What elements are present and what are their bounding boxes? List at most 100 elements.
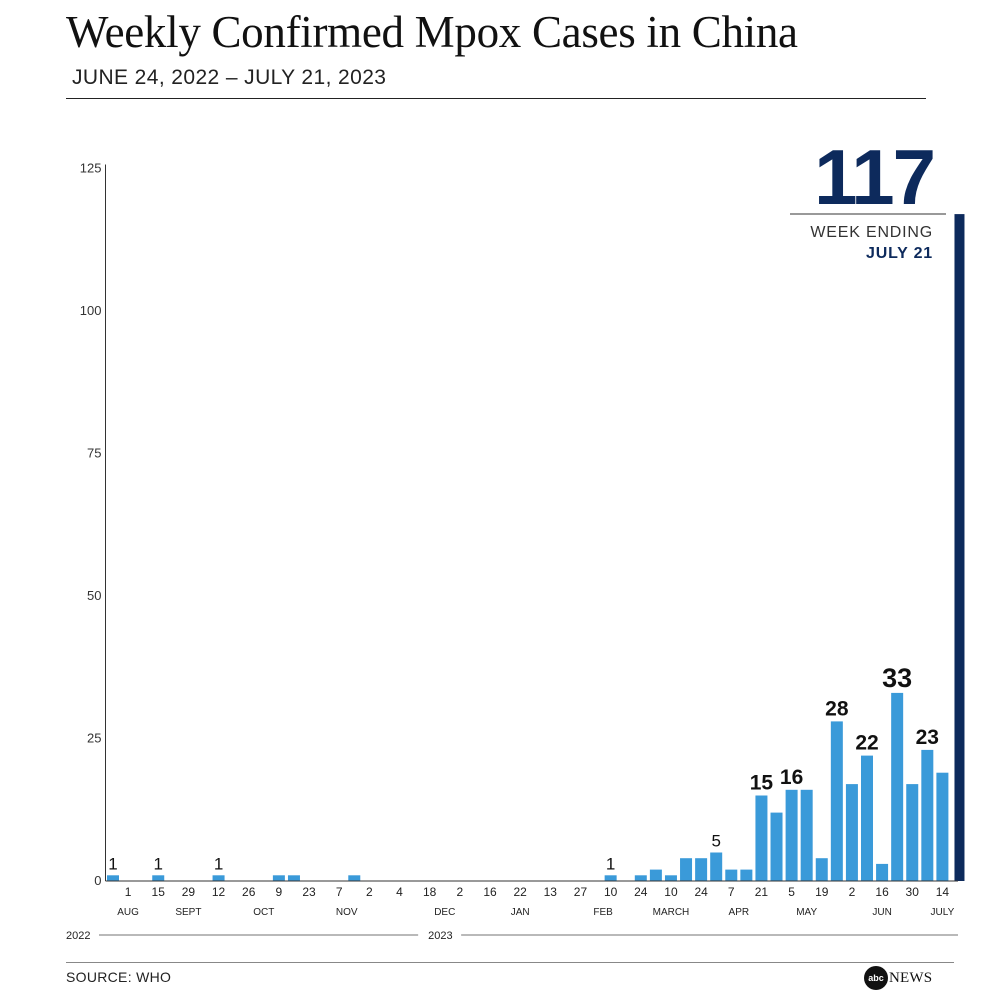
month-label: JAN	[511, 907, 530, 918]
value-label: 1	[214, 854, 223, 873]
value-label: 1	[108, 854, 117, 873]
x-tick-label: 18	[423, 885, 437, 899]
abc-news-logo: abc NEWS	[864, 966, 932, 990]
bar	[604, 875, 617, 881]
x-tick-label: 7	[728, 885, 735, 899]
x-tick-label: 19	[815, 885, 829, 899]
bar	[710, 852, 723, 881]
y-tick-label: 75	[87, 446, 101, 461]
month-label: OCT	[253, 907, 274, 918]
x-tick-label: 23	[302, 885, 316, 899]
x-tick-label: 14	[936, 885, 950, 899]
x-tick-label: 1	[125, 885, 132, 899]
source-note: SOURCE: WHO	[66, 969, 172, 985]
bar	[861, 755, 873, 881]
bar	[921, 749, 934, 881]
x-tick-label: 7	[336, 885, 343, 899]
bar	[634, 875, 647, 881]
month-label: FEB	[593, 907, 613, 918]
bar	[954, 214, 965, 882]
x-tick-label: 10	[664, 885, 678, 899]
month-label: MARCH	[653, 907, 690, 918]
value-label: 15	[750, 772, 774, 795]
bar	[287, 875, 300, 881]
x-tick-label: 10	[604, 885, 618, 899]
year-label: 2023	[428, 930, 452, 942]
x-tick-label: 5	[788, 885, 795, 899]
month-label: AUG	[117, 907, 139, 918]
x-tick-label: 26	[242, 885, 256, 899]
callout-date: JULY 21	[866, 245, 933, 262]
value-label: 28	[825, 697, 849, 720]
x-tick-label: 9	[276, 885, 283, 899]
bar	[770, 812, 783, 881]
month-label: JUN	[872, 907, 891, 918]
x-tick-label: 2	[366, 885, 373, 899]
bar	[815, 858, 828, 881]
bar	[891, 692, 904, 881]
x-tick-label: 30	[906, 885, 920, 899]
bar	[152, 875, 165, 881]
year-label: 2022	[66, 930, 90, 942]
bar	[664, 875, 677, 881]
x-tick-label: 12	[212, 885, 226, 899]
value-label: 16	[780, 766, 803, 789]
value-label: 5	[711, 832, 720, 851]
month-label: NOV	[336, 907, 358, 918]
x-tick-label: 4	[396, 885, 403, 899]
bar	[348, 875, 361, 881]
month-label: APR	[729, 907, 750, 918]
y-tick-label: 0	[94, 873, 101, 888]
x-tick-label: 29	[182, 885, 196, 899]
x-tick-label: 15	[152, 885, 166, 899]
bar	[785, 789, 798, 881]
x-tick-label: 21	[755, 885, 769, 899]
footer-divider	[66, 962, 954, 963]
bar	[755, 795, 768, 881]
x-tick-label: 16	[875, 885, 889, 899]
title-divider	[66, 98, 926, 99]
y-tick-label: 125	[80, 161, 102, 176]
x-tick-label: 13	[544, 885, 558, 899]
abc-logo-disc: abc	[864, 966, 888, 990]
x-tick-label: 24	[694, 885, 708, 899]
month-label: DEC	[434, 907, 455, 918]
month-label: SEPT	[175, 907, 201, 918]
y-tick-label: 25	[87, 731, 101, 746]
bar	[725, 869, 738, 881]
value-label: 22	[855, 732, 878, 755]
x-tick-label: 16	[483, 885, 497, 899]
callout-label: WEEK ENDING	[810, 224, 933, 241]
bar	[906, 784, 919, 881]
bar	[845, 784, 858, 881]
bar	[800, 789, 813, 881]
news-logo-text: NEWS	[889, 969, 933, 986]
value-label: 33	[882, 663, 912, 693]
bar	[272, 875, 285, 881]
callout-value: 117	[814, 133, 934, 221]
bar	[740, 869, 753, 881]
x-tick-label: 27	[574, 885, 588, 899]
value-label: 1	[154, 854, 163, 873]
bar	[936, 772, 949, 881]
y-tick-label: 50	[87, 588, 101, 603]
chart-subtitle: JUNE 24, 2022 – JULY 21, 2023	[72, 66, 387, 89]
bar	[649, 869, 662, 881]
bar	[876, 863, 889, 881]
month-label: JULY	[931, 907, 955, 918]
value-label: 23	[916, 726, 939, 749]
bar	[680, 858, 693, 881]
x-tick-label: 22	[513, 885, 527, 899]
bar	[107, 875, 119, 881]
bar	[830, 721, 843, 881]
bar	[212, 875, 225, 881]
bar	[695, 858, 708, 881]
y-tick-label: 100	[80, 303, 102, 318]
month-label: MAY	[796, 907, 817, 918]
chart-title: Weekly Confirmed Mpox Cases in China	[66, 7, 798, 57]
x-tick-label: 24	[634, 885, 648, 899]
x-tick-label: 2	[456, 885, 463, 899]
value-label: 1	[606, 854, 615, 873]
x-tick-label: 2	[849, 885, 856, 899]
